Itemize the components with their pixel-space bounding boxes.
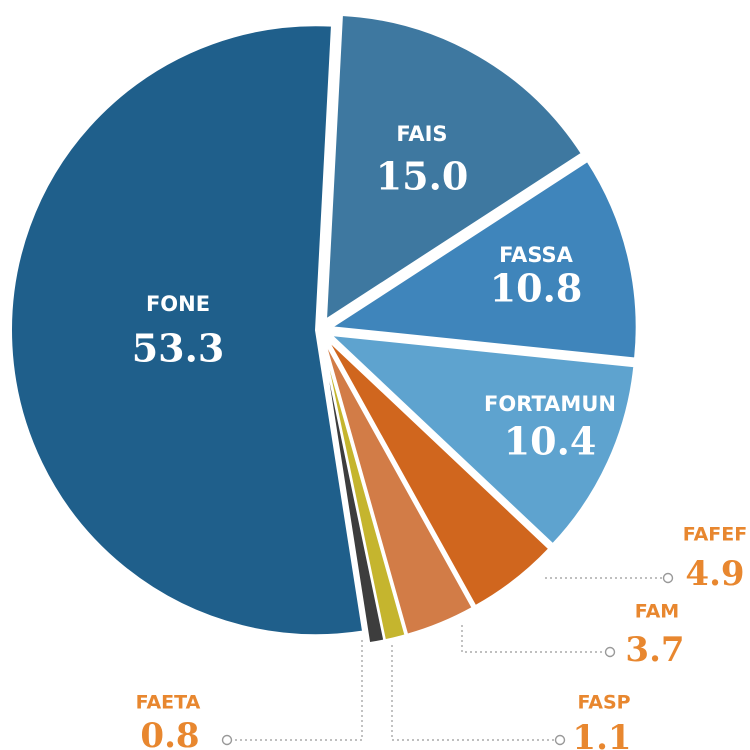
value-label: 10.8 [490, 266, 583, 311]
slice-label: FASP [577, 692, 630, 714]
slice-label: FAIS [396, 122, 447, 146]
pie-slice [324, 13, 584, 322]
pie-slice [326, 338, 551, 608]
pie-slice [10, 24, 365, 637]
leader-line [227, 640, 363, 741]
slice-label: FAFEF [683, 524, 747, 546]
value-label: 53.3 [132, 326, 225, 371]
value-label: 3.7 [625, 630, 684, 670]
pie-slice [328, 159, 638, 360]
value-label: 15.0 [376, 154, 469, 199]
slice-label: FAETA [136, 692, 201, 714]
value-label: 4.9 [685, 554, 744, 594]
slice-label: FASSA [499, 243, 573, 267]
pie-slice [328, 333, 636, 546]
leader-line [461, 625, 610, 653]
slice-label: FAM [635, 601, 679, 623]
pie-slice [321, 341, 386, 645]
leader-dot [221, 734, 233, 746]
value-label: 10.4 [504, 419, 597, 464]
value-label: 1.1 [572, 718, 631, 750]
leader-line [391, 645, 560, 741]
slice-label: FORTAMUN [484, 392, 616, 416]
leader-dot [662, 572, 674, 584]
leader-dot [554, 734, 566, 746]
slice-label: FONE [146, 292, 210, 316]
leader-dot [604, 646, 616, 658]
pie-slice [323, 340, 474, 636]
value-label: 0.8 [140, 716, 199, 750]
